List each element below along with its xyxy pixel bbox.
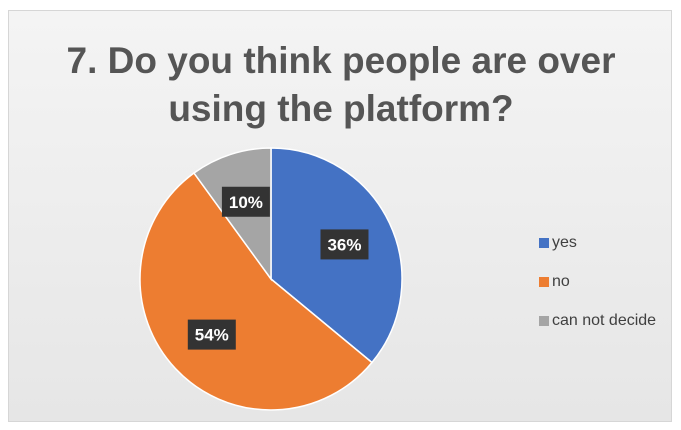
legend-label-yes: yes [552, 234, 577, 251]
chart-title: 7. Do you think people are over using th… [9, 37, 673, 133]
legend-swatch-can-not-decide [539, 316, 549, 326]
data-label-text-yes: 36% [327, 235, 361, 254]
pie-slice-no [139, 171, 373, 411]
legend-item-no: no [539, 272, 656, 292]
data-label-can-not-decide: 10% [221, 186, 270, 217]
pie-chart: 36% 54% 10% [139, 147, 403, 411]
legend-swatch-no [539, 277, 549, 287]
legend-swatch-yes [539, 238, 549, 248]
data-label-yes: 36% [320, 229, 369, 260]
chart-title-line-1: 7. Do you think people are over [66, 40, 616, 81]
data-label-box-can-not-decide [221, 186, 270, 217]
data-label-no: 54% [187, 319, 236, 350]
legend-item-yes: yes [539, 233, 656, 253]
legend-label-no: no [552, 273, 570, 290]
legend-label-can-not-decide: can not decide [552, 312, 657, 329]
legend-item-can-not-decide: can not decide [539, 311, 656, 331]
data-label-box-no [187, 319, 236, 350]
data-label-box-yes [320, 229, 369, 260]
data-label-text-no: 54% [195, 326, 229, 345]
chart-legend: yes no can not decide [539, 233, 656, 350]
data-label-text-can-not-decide: 10% [229, 193, 263, 212]
chart-title-line-2: using the platform? [168, 88, 514, 129]
chart-area: 7. Do you think people are over using th… [8, 10, 672, 422]
